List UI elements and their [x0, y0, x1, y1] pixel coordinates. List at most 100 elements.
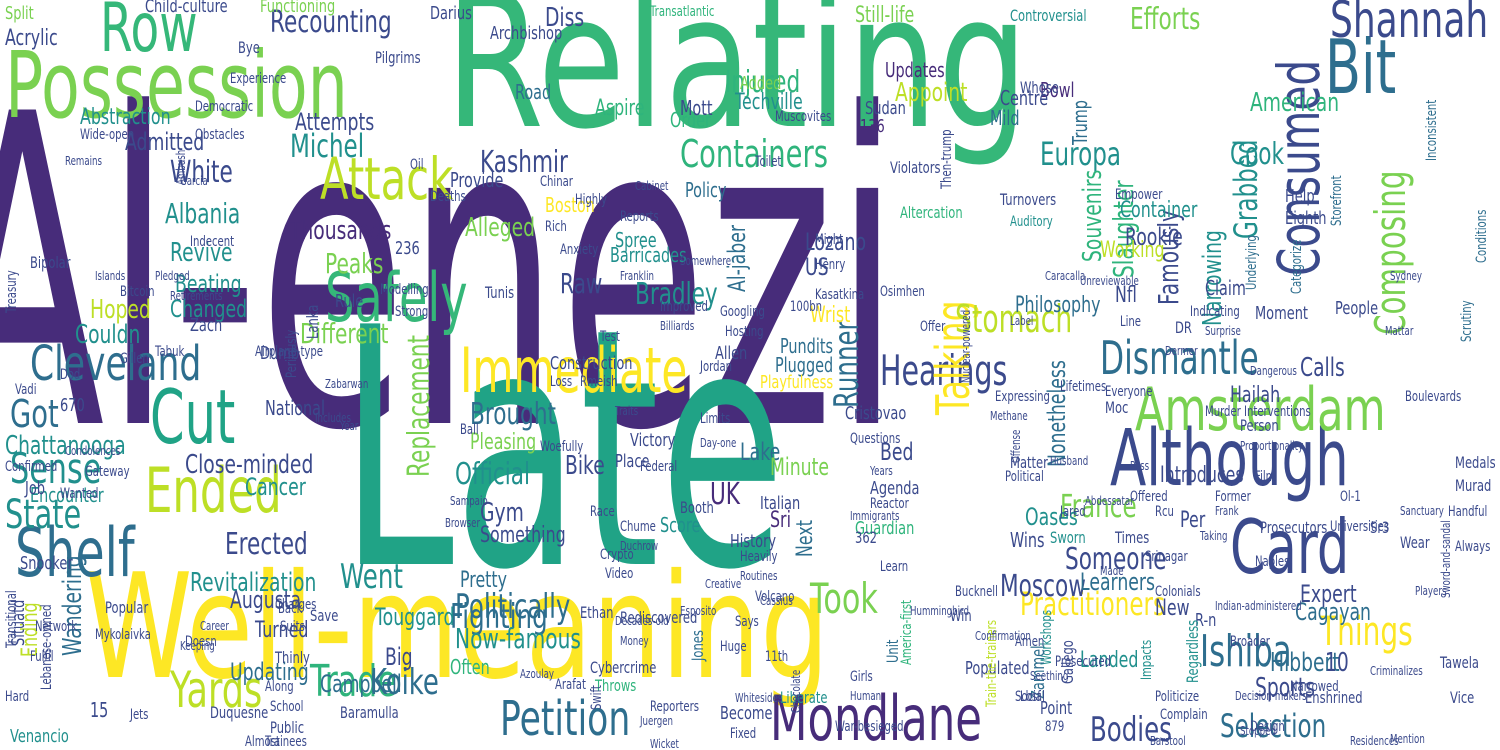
word-state: State: [5, 492, 82, 538]
word-sense: Sense: [10, 444, 102, 493]
word-auditory: Auditory: [1010, 214, 1053, 230]
word-france: France: [1060, 487, 1137, 525]
word-reports: Reports: [620, 209, 659, 225]
word-srinagar: Srinagar: [1145, 549, 1188, 565]
word-calls: Calls: [1300, 353, 1345, 383]
word-rich: Rich: [545, 219, 567, 235]
word-safely: Safely: [325, 259, 468, 338]
word-container: Container: [1120, 198, 1198, 223]
word-brought: Brought: [470, 397, 557, 432]
word-cybercrime: Cybercrime: [590, 658, 657, 677]
word-tabuk: Tabuk: [155, 344, 185, 360]
word-woefully: Woefully: [540, 439, 584, 455]
word-tunis: Tunis: [485, 283, 515, 302]
word-ethan: Ethan: [580, 603, 614, 622]
word-mondlane: Mondlane: [770, 682, 982, 750]
word-universities: Universities: [1330, 519, 1390, 535]
word-charges: Charges: [275, 597, 317, 613]
word-yards: Yards: [170, 661, 263, 719]
word-possession: Possession: [5, 32, 348, 139]
word-362: 362: [855, 528, 877, 547]
word-moment: Moment: [1255, 303, 1309, 324]
word-popular: Popular: [105, 598, 149, 617]
word-surprise: Surprise: [1205, 324, 1241, 338]
word-official: Official: [455, 457, 531, 492]
word-practitioners: Practitioners: [1020, 585, 1165, 623]
word-public: Public: [270, 718, 305, 737]
word-improved: Improved: [660, 299, 708, 315]
word-pleasing: Pleasing: [470, 430, 537, 455]
word-back: Back: [278, 601, 303, 617]
word-expressing: Expressing: [995, 389, 1050, 405]
word-dismantle: Dismantle: [1100, 331, 1259, 385]
word-methane: Methane: [990, 409, 1028, 423]
word-franklin: Franklin: [620, 269, 654, 283]
word-al-enezi: Al-enezi: [0, 25, 901, 525]
word-agenda: Agenda: [870, 478, 920, 499]
word-victory: Victory: [630, 430, 676, 451]
word-jones: Jones: [688, 629, 707, 661]
word-amen: Amen: [1015, 634, 1045, 650]
word-includes: Includes: [315, 411, 351, 425]
word-chume: Chume: [620, 519, 656, 535]
word-handful: Handful: [1448, 504, 1488, 520]
word-rmeish: Rmeish: [580, 374, 618, 390]
word-moc: Moc: [1105, 398, 1129, 417]
word-gateway: Gateway: [85, 464, 130, 480]
word-close-minded: Close-minded: [185, 450, 314, 480]
word-petition: Petition: [500, 691, 631, 747]
word-grabbed: Grabbed: [1227, 139, 1265, 240]
word-politicize: Politicize: [1155, 689, 1200, 705]
word-raw: Raw: [560, 267, 603, 300]
word-landed: Landed: [1080, 648, 1139, 673]
word-jets: Jets: [130, 707, 149, 723]
word-perilously: Perilously: [284, 329, 300, 379]
word-bitcoin: Bitcoin: [120, 284, 155, 300]
word-snooker: Snooker: [20, 553, 73, 574]
word-matter: Matter: [1010, 453, 1048, 472]
word-alleged: Alleged: [465, 213, 536, 243]
word-amsterdam: Amsterdam: [1135, 375, 1386, 445]
word-dr: DR: [1175, 318, 1192, 337]
word-archbishop: Archbishop: [490, 23, 563, 44]
word-situatd: Situatd: [8, 599, 29, 647]
word-cristovao: Cristovao: [845, 403, 907, 424]
word-murad: Murad: [1455, 476, 1492, 495]
word-100bn: 100bn: [790, 299, 823, 315]
word-pretty: Pretty: [460, 568, 507, 593]
word-label: Label: [1010, 314, 1034, 328]
word-cleveland: Cleveland: [30, 336, 202, 392]
word-stomach: Stomach: [955, 297, 1073, 341]
word-broader: Broader: [1230, 634, 1270, 650]
word-people: People: [1335, 298, 1379, 319]
word-peaks: Peaks: [325, 247, 384, 280]
word-dangerous: Dangerous: [1250, 364, 1297, 378]
word-provide: Provide: [450, 168, 504, 192]
word-us: US: [805, 253, 829, 281]
word-save: Save: [310, 606, 339, 625]
word-along: Along: [265, 679, 294, 695]
word-day-one: Day-one: [700, 436, 737, 450]
word-philosophy: Philosophy: [1015, 293, 1101, 318]
word-money: Money: [620, 634, 649, 648]
word-nonetheless: Nonetheless: [1043, 359, 1071, 467]
word-inconsistent: Inconsistent: [1424, 99, 1440, 162]
word-sanctuary: Sanctuary: [1400, 504, 1444, 518]
word-human: Human: [850, 689, 882, 703]
word-cancer: Cancer: [245, 473, 306, 501]
word-design: Design: [1250, 719, 1285, 735]
word-taking: Taking: [1200, 529, 1228, 543]
word-prosecuted: Prosecuted: [1055, 654, 1111, 670]
word-containers: Containers: [680, 132, 828, 176]
word-sydney: Sydney: [1390, 269, 1422, 283]
word-scrutiny: Scrutiny: [1459, 299, 1475, 342]
word-zach: Zach: [190, 315, 223, 336]
word-campbell: Campbell: [320, 670, 402, 698]
word-big: Big: [385, 643, 413, 671]
word-bucknell: Bucknell: [955, 584, 998, 600]
word-oil: Oil: [410, 157, 424, 173]
word-then-trump: Then-trump: [939, 129, 955, 190]
word-shelf: Shelf: [15, 514, 135, 593]
word-social: Social: [1015, 689, 1045, 705]
word-cassius: Cassius: [760, 594, 793, 608]
